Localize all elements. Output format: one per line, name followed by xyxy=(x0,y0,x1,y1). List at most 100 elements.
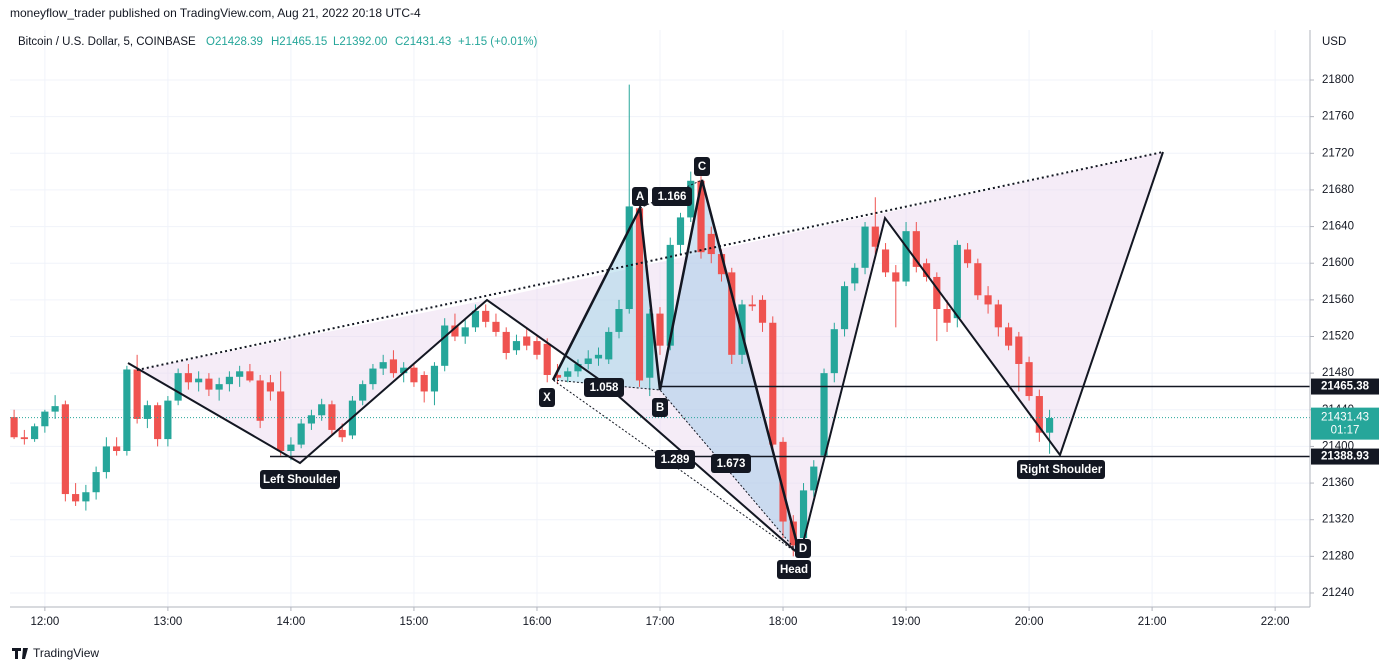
candle-body xyxy=(697,180,705,253)
candle-body xyxy=(635,208,644,381)
y-tick-label: 21640 xyxy=(1322,221,1354,233)
candle-body xyxy=(922,263,931,277)
legend-close: C21431.43 xyxy=(395,36,451,48)
candle-body xyxy=(666,244,674,346)
candle-body xyxy=(113,446,121,452)
candle-body xyxy=(594,354,603,359)
candle-body xyxy=(707,233,715,255)
candle-body xyxy=(410,367,418,383)
candle-body xyxy=(953,244,961,319)
last-price-tag xyxy=(1311,407,1379,440)
annotation: D xyxy=(799,543,807,555)
candle-body xyxy=(72,494,80,502)
candle-body xyxy=(605,331,613,360)
candle-body xyxy=(492,321,500,332)
candle-body xyxy=(871,226,879,247)
candle-body xyxy=(51,406,59,412)
candle-body xyxy=(646,313,654,378)
candle-body xyxy=(974,263,982,296)
candle-body xyxy=(205,378,213,390)
candle-body xyxy=(61,404,69,495)
candle-body xyxy=(1025,362,1033,397)
label-box xyxy=(711,454,751,473)
candle-body xyxy=(810,466,818,491)
candle-body xyxy=(748,304,756,307)
y-tick-label: 21560 xyxy=(1322,294,1354,306)
label-box xyxy=(652,187,692,206)
logo xyxy=(12,648,28,659)
y-tick-label: 21360 xyxy=(1322,477,1354,489)
candle-body xyxy=(10,417,18,438)
candle-body xyxy=(779,441,787,522)
x-tick-label: 21:00 xyxy=(1138,616,1167,628)
candle-body xyxy=(615,309,623,332)
legend-open: O21428.39 xyxy=(206,36,263,48)
candle-body xyxy=(133,369,141,419)
candle-body xyxy=(164,400,172,440)
candle-body xyxy=(287,444,295,452)
candle-body xyxy=(553,374,562,378)
annotation: Right Shoulder xyxy=(1020,464,1103,476)
harmonic-fill xyxy=(660,180,800,555)
candle-body xyxy=(123,369,131,452)
x-tick-label: 13:00 xyxy=(153,616,182,628)
candle-body xyxy=(82,492,90,502)
annotation: Head xyxy=(780,564,808,576)
candle-body xyxy=(963,249,972,264)
candle-body xyxy=(195,378,203,383)
y-tick-label: 21280 xyxy=(1322,550,1354,562)
grid xyxy=(10,30,1310,607)
footer: TradingView xyxy=(33,646,99,660)
y-tick-label: 21320 xyxy=(1322,514,1354,526)
candle-body xyxy=(184,373,192,383)
annotation: X xyxy=(543,392,551,404)
candle-body xyxy=(307,415,316,424)
candle-body xyxy=(297,423,305,445)
candle-body xyxy=(318,404,326,416)
price-tag-label: 21388.93 xyxy=(1321,451,1369,463)
candle-body xyxy=(861,226,869,268)
label-box xyxy=(795,539,811,558)
candle-body xyxy=(1004,327,1013,346)
label-box xyxy=(777,560,811,579)
legend-high: H21465.15 xyxy=(271,36,327,48)
x-tick-label: 17:00 xyxy=(646,616,675,628)
y-tick-label: 21720 xyxy=(1322,147,1354,159)
y-tick-label: 21240 xyxy=(1322,587,1354,599)
candle-body xyxy=(625,206,633,310)
candle-body xyxy=(584,358,592,364)
candle-body xyxy=(758,299,767,323)
price-tag xyxy=(1311,378,1379,395)
candle-body xyxy=(236,371,244,377)
countdown: 01:17 xyxy=(1331,425,1360,437)
candle-body xyxy=(461,327,469,337)
candle-body xyxy=(102,446,110,473)
candle-body xyxy=(943,309,951,323)
legend-low: L21392.00 xyxy=(333,36,387,48)
candle-body xyxy=(851,267,859,284)
candle-body xyxy=(266,382,274,392)
candle-body xyxy=(933,276,941,310)
candle-body xyxy=(400,367,408,374)
x-tick-label: 20:00 xyxy=(1015,616,1044,628)
annotation: 1.058 xyxy=(590,382,619,394)
levels xyxy=(10,385,1310,458)
annotation: 1.673 xyxy=(717,458,746,470)
head-shoulders-line xyxy=(127,151,1164,557)
x-tick-label: 18:00 xyxy=(769,616,798,628)
candle-body xyxy=(799,490,808,539)
candle-body xyxy=(1015,336,1023,364)
x-tick-label: 16:00 xyxy=(523,616,552,628)
annotation-labels: Left Shoulder Head Right Shoulder X A B … xyxy=(260,157,1105,579)
candle-body xyxy=(256,380,264,421)
candle-body xyxy=(430,365,439,392)
label-box xyxy=(632,187,648,206)
candle-body xyxy=(728,272,736,355)
y-tick-label: 21520 xyxy=(1322,331,1354,343)
harmonic-fill xyxy=(553,208,660,390)
label-box xyxy=(260,470,340,489)
candle-body xyxy=(359,384,367,401)
label-box xyxy=(694,157,710,176)
label-box xyxy=(539,388,555,407)
annotation: B xyxy=(656,402,664,414)
